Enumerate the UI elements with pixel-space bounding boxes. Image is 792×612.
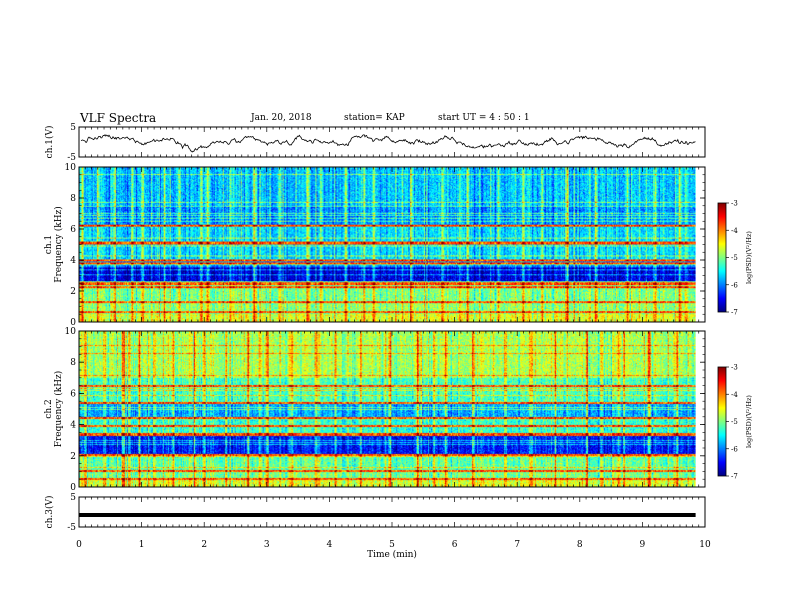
ch1-spectrogram-ytick-label: 8 — [70, 194, 76, 204]
header-date: Jan. 20, 2018 — [251, 113, 312, 123]
ch2-spectrogram-ylabel: ch.2 — [44, 399, 54, 418]
header-title: VLF Spectra — [80, 111, 157, 125]
x-axis-label: Time (min) — [367, 549, 417, 560]
ch2-spectrogram-ytick-label: 2 — [70, 452, 76, 462]
ch1-spectrogram-ytick-label: 2 — [70, 287, 76, 297]
ch3-waveform-ylabel: ch.3(V) — [44, 496, 55, 529]
ch1-waveform-ytick-label: 5 — [70, 123, 76, 133]
x-tick-label: 0 — [76, 540, 82, 550]
ch2-spectrogram-ytick-label: 4 — [70, 421, 76, 431]
x-tick-label: 2 — [201, 540, 207, 550]
ch1-spectrogram-colorbar-tick-label: -6 — [731, 281, 738, 289]
ch1-spectrogram-ytick-label: 6 — [70, 225, 76, 235]
ch3-waveform-ytick-label: 5 — [70, 493, 76, 503]
ch1-spectrogram-colorbar-tick-label: -5 — [731, 254, 738, 262]
header-station: station= KAP — [344, 113, 405, 123]
x-tick-label: 9 — [640, 540, 646, 550]
ch2-spectrogram-image — [79, 331, 696, 487]
ch2-spectrogram-colorbar-label: log(PSD)(V²/Hz) — [745, 395, 753, 448]
ch1-spectrogram-colorbar — [717, 202, 727, 313]
ch2-spectrogram-colorbar-tick-label: -5 — [731, 418, 738, 426]
ch2-spectrogram-colorbar — [717, 366, 727, 477]
ch1-spectrogram-image — [79, 167, 696, 322]
x-tick-label: 8 — [577, 540, 583, 550]
ch1-spectrogram-ylabel-units: Frequency (kHz) — [53, 206, 64, 283]
ch2-spectrogram-ytick-label: 6 — [70, 389, 76, 399]
ch1-waveform-trace — [80, 133, 696, 153]
x-tick-label: 1 — [139, 540, 145, 550]
ch2-spectrogram-colorbar-tick-label: -7 — [731, 473, 738, 481]
ch1-waveform-ylabel: ch.1(V) — [44, 126, 55, 159]
ch1-waveform-ytick-label: -5 — [67, 153, 76, 163]
x-tick-label: 3 — [264, 540, 270, 550]
ch1-spectrogram-colorbar-tick-label: -7 — [731, 309, 738, 317]
ch2-spectrogram-ytick-label: 0 — [70, 483, 76, 493]
x-tick-label: 6 — [452, 540, 458, 550]
ch2-spectrogram-colorbar-tick-label: -6 — [731, 445, 738, 453]
header-start-time: start UT = 4 : 50 : 1 — [438, 113, 530, 123]
ch2-spectrogram-ytick-label: 10 — [65, 327, 77, 337]
ch1-spectrogram-colorbar-tick-label: -4 — [731, 227, 738, 235]
ch1-spectrogram-colorbar-tick-label: -3 — [731, 200, 738, 208]
x-tick-label: 4 — [327, 540, 333, 550]
ch2-spectrogram-ytick-label: 8 — [70, 358, 76, 368]
ch1-spectrogram-ytick-label: 10 — [65, 163, 77, 173]
ch3-waveform-ytick-label: -5 — [67, 523, 76, 533]
ch2-spectrogram-colorbar-tick-label: -4 — [731, 391, 738, 399]
ch1-spectrogram-ytick-label: 4 — [70, 256, 76, 266]
x-tick-label: 7 — [514, 540, 520, 550]
ch1-spectrogram-colorbar-label: log(PSD)(V²/Hz) — [745, 231, 753, 284]
ch1-spectrogram-ytick-label: 0 — [70, 318, 76, 328]
x-tick-label: 10 — [699, 540, 711, 550]
ch2-spectrogram-ylabel-units: Frequency (kHz) — [53, 371, 64, 448]
x-tick-label: 5 — [389, 540, 395, 550]
ch1-spectrogram-ylabel: ch.1 — [44, 235, 54, 254]
ch2-spectrogram-colorbar-tick-label: -3 — [731, 364, 738, 372]
